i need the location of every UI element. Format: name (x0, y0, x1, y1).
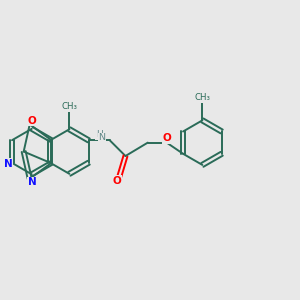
Text: N: N (4, 159, 13, 169)
Text: O: O (162, 133, 171, 143)
Text: CH₃: CH₃ (61, 102, 77, 111)
Text: O: O (113, 176, 122, 186)
Text: CH₃: CH₃ (194, 93, 210, 102)
Text: N: N (28, 177, 37, 188)
Text: O: O (28, 116, 37, 126)
Text: H: H (96, 130, 103, 139)
Text: N: N (98, 134, 105, 142)
